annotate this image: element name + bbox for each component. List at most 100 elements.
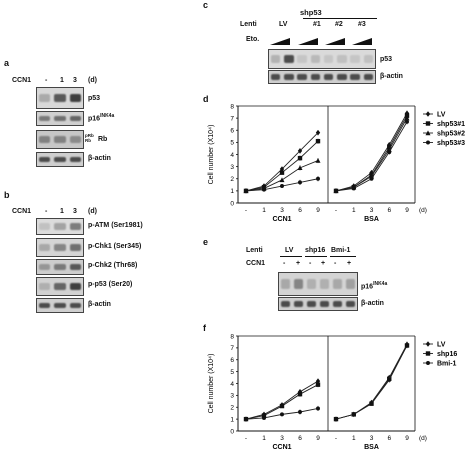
chart-d-y-tick-label: 3 (230, 164, 234, 171)
chart-d-legend-marker (426, 140, 430, 145)
chart-f-x-tick-label: 1 (262, 435, 266, 442)
chart-f-y-tick-label: 2 (230, 405, 234, 412)
chart-f-x-tick-label: 9 (405, 435, 409, 442)
blot-c-1-band (363, 74, 374, 80)
chart-f-point (351, 412, 356, 417)
blot-e-1-band (345, 301, 356, 307)
blot-b-patm (36, 218, 84, 235)
blot-a-rb (36, 130, 84, 149)
chart-d-point (297, 148, 303, 154)
blot-b-4-band (39, 302, 51, 309)
chart-d-point (405, 119, 409, 124)
panel-b-lane-3: 3 (73, 208, 77, 215)
chart-f-x-tick-label: - (335, 435, 337, 442)
chart-f-series-line (335, 345, 408, 420)
chart-d-y-tick-label: 7 (230, 115, 234, 122)
chart-f-y-tick-label: 7 (230, 345, 234, 352)
blot-e-actin (278, 297, 358, 311)
blot-b-pchk1-label: p-Chk1 (Ser345) (88, 243, 142, 250)
panel-c-label: c (203, 0, 209, 10)
blot-c-0-band (284, 55, 294, 63)
chart-f-x-tick-label: - (245, 435, 247, 442)
chart-f-x-tick-label: 9 (316, 435, 320, 442)
blot-b-actin (36, 298, 84, 313)
blot-a-0-band (69, 93, 81, 103)
blot-c-actin-label: β-actin (380, 73, 403, 80)
chart-d-legend-label: LV (437, 112, 446, 119)
chart-d-x-tick-label: 1 (262, 207, 266, 214)
blot-a-0-band (54, 93, 66, 103)
chart-f-x-unit: (d) (419, 435, 427, 442)
chart-f-series-line (335, 344, 408, 420)
chart-d-x-tick-label: 6 (387, 207, 391, 214)
blot-a-3-band (54, 156, 66, 163)
panel-b-lane-2: 1 (60, 208, 64, 215)
chart-d-x-tick-label: - (245, 207, 247, 214)
panel-c-group-3: #2 (335, 21, 343, 28)
chart-d-legend-label: shp53#3 (437, 140, 465, 147)
blot-a-p16-label: p16INK4a (88, 113, 115, 123)
chart-f-y-tick-label: 6 (230, 357, 234, 364)
blot-c-0-band (363, 55, 374, 63)
panel-a-unit: (d) (88, 77, 97, 84)
blot-a-actin-label: β-actin (88, 155, 111, 162)
chart-f-y-tick-label: 4 (230, 381, 234, 388)
blot-a-rb-label: Rb (98, 136, 108, 143)
blot-e-0-band (345, 279, 356, 289)
blot-b-3-band (54, 282, 66, 291)
chart-d-point (315, 157, 321, 163)
blot-c-1-band (323, 74, 334, 80)
blot-b-1-band (54, 243, 66, 252)
blot-c-0-band (350, 55, 360, 63)
panel-c-eto-wedges (270, 38, 372, 45)
chart-f-point (387, 377, 392, 382)
chart-d-legend-marker (425, 121, 431, 126)
chart-d-x-tick-label: 3 (370, 207, 374, 214)
chart-f-point (262, 415, 266, 420)
chart-f-x-tick-label: 6 (387, 435, 391, 442)
blot-b-3-band (69, 282, 81, 291)
blot-b-actin-label: β-actin (88, 301, 111, 308)
panel-e-line-1 (280, 256, 302, 257)
blot-b-pp53-label: p-p53 (Ser20) (88, 281, 133, 288)
panel-a-lane-3: 3 (73, 77, 77, 84)
chart-d-x-tick-label: 9 (405, 207, 409, 214)
chart-d-x-tick-label: - (335, 207, 337, 214)
chart-f-legend-marker (426, 361, 430, 365)
blot-a-1-band (39, 115, 51, 122)
panel-a-lane-2: 1 (60, 77, 64, 84)
chart-f-y-tick-label: 5 (230, 369, 234, 376)
blot-a-2-band (54, 135, 66, 144)
eto-wedge-lv (270, 38, 290, 45)
panel-e-group-1: LV (285, 247, 294, 254)
panel-c-header: shp53 (300, 8, 322, 17)
chart-f-y-tick-label: 3 (230, 393, 234, 400)
blot-b-patm-label: p-ATM (Ser1981) (88, 222, 143, 229)
panel-e-lane-2: + (296, 260, 301, 267)
chart-d-y-tick-label: 5 (230, 140, 234, 147)
blot-a-p53-label: p53 (88, 95, 101, 102)
chart-d-point (315, 138, 321, 144)
panel-e-label: e (203, 237, 209, 247)
chart-f-x-tick-label: 3 (370, 435, 374, 442)
blot-b-pchk2-label: p-Chk2 (Thr68) (88, 262, 138, 269)
blot-c-1-band (297, 74, 307, 80)
chart-d-point (369, 169, 374, 176)
chart-f-point (315, 378, 321, 384)
eto-wedge-3 (352, 38, 372, 45)
panel-a-ccn1-label: CCN1 (12, 77, 32, 84)
blot-a-rb-marks: pRb Rb (85, 133, 94, 143)
chart-d-point (262, 187, 266, 192)
chart-d-y-tick-label: 2 (230, 176, 234, 183)
blot-a-p53 (36, 87, 84, 109)
chart-f-y-tick-label: 8 (230, 333, 234, 340)
panel-c-eto-label: Eto. (246, 36, 260, 43)
blot-e-0-band (332, 279, 343, 289)
chart-f-point (316, 406, 320, 411)
chart-d-y-tick-label: 0 (230, 200, 234, 207)
chart-f-y-tick-label: 1 (230, 416, 234, 423)
panel-f-label: f (203, 323, 206, 333)
chart-d-x-tick-label: 3 (280, 207, 284, 214)
panel-c-header-line (303, 18, 377, 19)
chart-d-point (279, 177, 285, 183)
